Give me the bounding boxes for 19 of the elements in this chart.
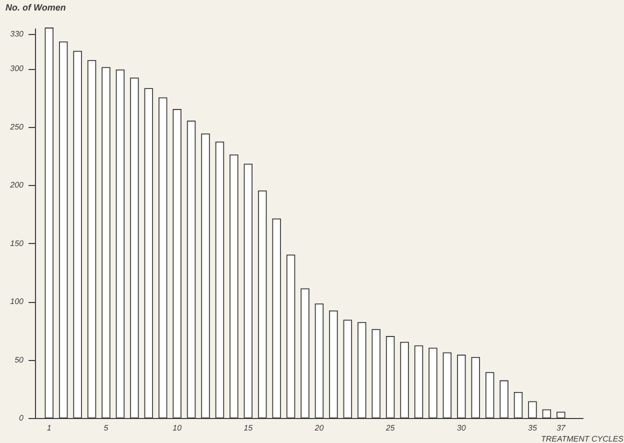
x-tick-label: 37	[556, 424, 566, 432]
x-tick-label: 15	[244, 424, 254, 432]
x-tick-label: 10	[172, 424, 182, 432]
y-tick-label: 50	[14, 355, 24, 364]
x-tick-label: 35	[528, 424, 538, 432]
x-tick-label: 5	[104, 424, 109, 432]
y-tick-label: 100	[10, 297, 24, 306]
y-tick-label: 330	[10, 29, 24, 38]
y-tick-label: 0	[19, 414, 24, 422]
x-tick-label: 20	[314, 424, 324, 432]
x-tick-label: 25	[384, 424, 396, 432]
x-axis-title: TREATMENT CYCLES	[540, 434, 624, 443]
y-tick-label: 200	[9, 180, 24, 190]
x-tick-label: 30	[456, 424, 466, 432]
y-tick-label: 150	[10, 238, 24, 248]
y-tick-label: 300	[10, 64, 24, 74]
y-axis-title: No. of Women	[6, 2, 66, 12]
y-tick-label: 250	[9, 122, 24, 132]
x-tick-label: 1	[46, 424, 52, 432]
